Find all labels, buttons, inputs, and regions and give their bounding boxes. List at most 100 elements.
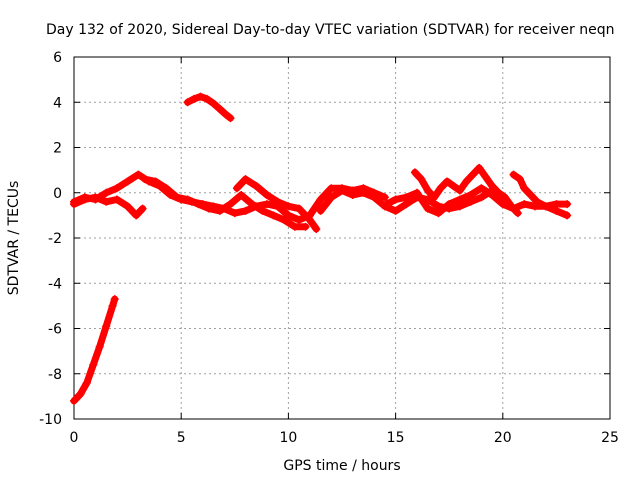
ticks: 0 5 10 15 20 25 -10 -8 -6 -4 -2 0 2 4 6 <box>39 50 619 446</box>
series-band <box>141 175 310 231</box>
data-point <box>526 191 535 200</box>
data-point <box>295 204 304 213</box>
data-point <box>552 200 561 209</box>
data-point <box>477 184 486 193</box>
data-point <box>383 200 392 209</box>
y-tick-label: 6 <box>53 50 62 66</box>
data-point <box>312 224 321 233</box>
data-point <box>475 163 484 172</box>
x-tick-label: 0 <box>70 430 79 446</box>
data-point <box>423 186 432 195</box>
data-point <box>477 193 486 202</box>
y-tick-label: -4 <box>48 276 62 292</box>
data-point <box>509 170 518 179</box>
data-point <box>262 200 271 209</box>
data-point <box>70 396 78 405</box>
data-point <box>513 209 522 218</box>
data-point <box>247 200 256 209</box>
data-point <box>498 200 507 209</box>
x-tick-label: 10 <box>279 430 297 446</box>
data-point <box>89 360 98 369</box>
data-point <box>284 211 293 220</box>
data-point <box>380 193 389 202</box>
data-point <box>455 202 464 211</box>
series-band <box>70 295 119 405</box>
data-point <box>273 197 282 206</box>
y-axis-label: SDTVAR / TECUs <box>6 181 22 296</box>
data-point <box>112 184 121 193</box>
data-point <box>138 204 147 213</box>
data-point <box>194 200 203 209</box>
data-point <box>488 181 497 190</box>
data-point <box>241 175 250 184</box>
data-point <box>102 197 111 206</box>
y-tick-label: 4 <box>53 95 62 111</box>
data-point <box>226 200 235 209</box>
data-point <box>295 215 304 224</box>
series-group <box>70 92 572 405</box>
series-track-f <box>383 184 572 218</box>
data-point <box>434 209 443 218</box>
data-point <box>327 193 336 202</box>
data-point <box>402 193 411 202</box>
data-point <box>151 177 160 186</box>
data-point <box>209 99 218 108</box>
data-point <box>533 197 542 206</box>
data-point <box>196 92 205 101</box>
data-point <box>449 181 458 190</box>
data-point <box>230 209 239 218</box>
data-point <box>123 202 132 211</box>
data-point <box>134 170 143 179</box>
data-point <box>316 206 325 215</box>
data-point <box>488 191 497 200</box>
y-tick-label: 2 <box>53 141 62 157</box>
data-point <box>108 301 117 310</box>
data-point <box>515 175 524 184</box>
data-point <box>507 202 516 211</box>
data-point <box>70 200 78 209</box>
data-point <box>202 94 211 103</box>
data-point <box>102 322 111 331</box>
x-tick-label: 15 <box>387 430 405 446</box>
x-axis-label: GPS time / hours <box>283 458 400 474</box>
data-point <box>241 206 250 215</box>
data-point <box>316 195 325 204</box>
data-point <box>402 200 411 209</box>
series-track-g <box>410 163 522 218</box>
data-point <box>410 168 419 177</box>
series-track-c <box>140 175 310 231</box>
data-point <box>423 204 432 213</box>
y-tick-label: 0 <box>53 186 62 202</box>
y-tick-label: -6 <box>48 322 62 338</box>
data-point <box>222 110 231 119</box>
data-point <box>232 184 241 193</box>
data-point <box>327 184 336 193</box>
data-point <box>258 206 267 215</box>
data-point <box>82 378 91 387</box>
y-tick-label: -2 <box>48 231 62 247</box>
data-point <box>252 181 261 190</box>
series-track-b <box>70 193 147 220</box>
data-point <box>430 193 439 202</box>
data-point <box>76 390 85 399</box>
x-tick-label: 25 <box>601 430 619 446</box>
data-point <box>370 193 379 202</box>
data-point <box>237 191 246 200</box>
data-point <box>95 342 104 351</box>
x-tick-label: 20 <box>494 430 512 446</box>
data-point <box>123 177 132 186</box>
data-point <box>481 172 490 181</box>
data-point <box>91 193 100 202</box>
data-point <box>190 94 199 103</box>
data-point <box>172 193 181 202</box>
data-point <box>466 191 475 200</box>
series-track-low <box>70 295 119 405</box>
data-point <box>183 195 192 204</box>
data-point <box>520 184 529 193</box>
data-point <box>443 177 452 186</box>
data-point <box>468 170 477 179</box>
data-point <box>436 184 445 193</box>
data-point <box>541 202 550 211</box>
series-track-h <box>509 170 572 220</box>
